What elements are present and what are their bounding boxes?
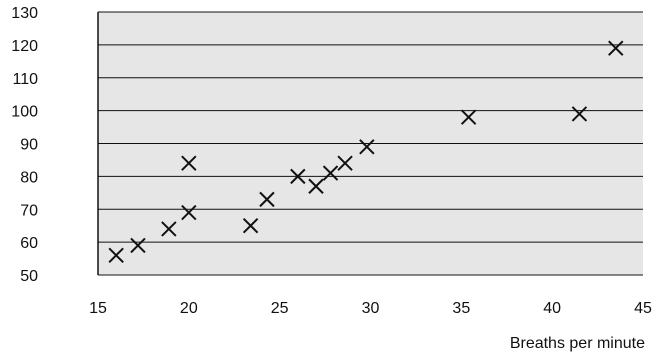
data-point-2 [130, 237, 146, 254]
x-axis-label: Breaths per minute [510, 335, 645, 352]
x-tick-label-40: 40 [543, 300, 561, 317]
data-point-9 [308, 178, 324, 194]
data-point-6 [242, 217, 259, 234]
x-tick-label-20: 20 [180, 300, 198, 317]
data-point-10 [322, 165, 339, 181]
y-tick-label-120: 120 [11, 38, 38, 55]
data-point-3 [161, 221, 177, 237]
x-tick-label-45: 45 [634, 300, 652, 317]
y-tick-label-80: 80 [20, 169, 38, 186]
y-tick-label-130: 130 [11, 5, 38, 22]
data-point-13 [460, 109, 477, 125]
data-point-12 [359, 139, 375, 155]
data-point-8 [290, 168, 306, 185]
x-tick-label-30: 30 [362, 300, 380, 317]
x-tick-label-35: 35 [452, 300, 470, 317]
x-tick-label-15: 15 [89, 300, 107, 317]
data-point-5 [181, 155, 197, 171]
y-tick-label-100: 100 [11, 104, 38, 121]
data-point-4 [181, 204, 197, 221]
data-point-1 [108, 247, 124, 263]
y-tick-label-110: 110 [12, 71, 38, 88]
data-point-15 [608, 40, 624, 56]
y-tick-label-90: 90 [20, 137, 38, 154]
y-tick-label-50: 50 [20, 268, 38, 285]
y-tick-label-70: 70 [20, 202, 38, 219]
data-point-11 [337, 155, 353, 171]
x-tick-label-25: 25 [271, 300, 289, 317]
x-tick-labels: 15 20 25 30 35 40 45 [89, 300, 652, 317]
data-points [108, 40, 624, 263]
horizontal-gridlines [98, 11, 643, 276]
data-point-14 [571, 106, 588, 122]
data-point-7 [259, 191, 275, 208]
y-tick-labels: 50 60 70 80 90 100 110 120 130 [11, 5, 38, 285]
y-tick-label-60: 60 [20, 235, 38, 252]
